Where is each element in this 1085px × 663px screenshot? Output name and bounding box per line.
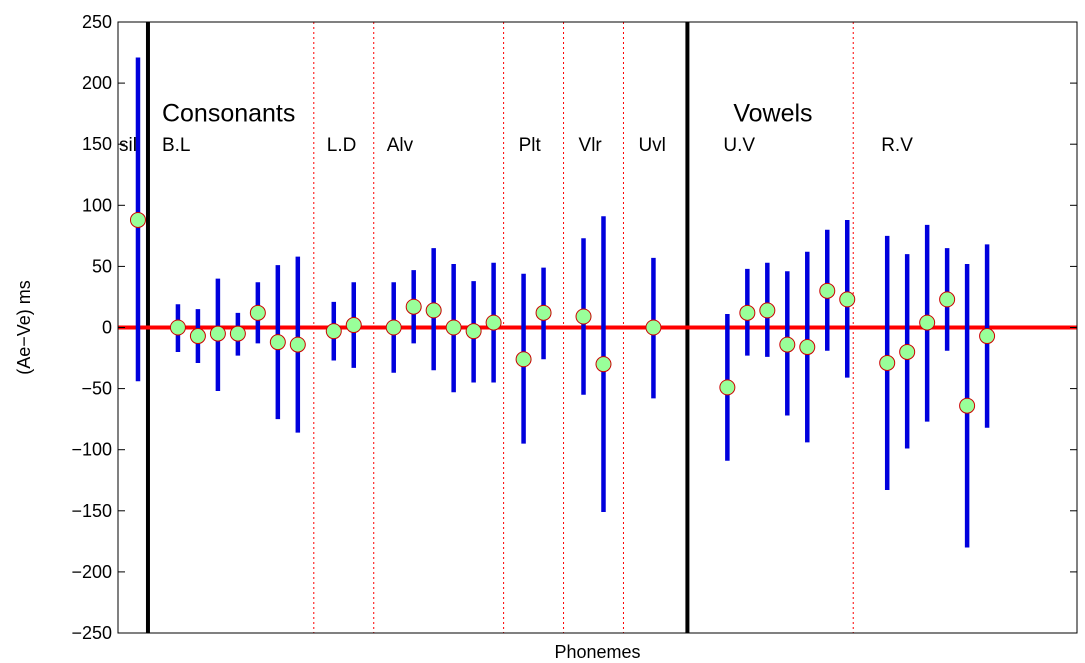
mean-marker — [289, 336, 306, 353]
group-label: R.V — [881, 135, 913, 156]
mean-marker — [719, 379, 736, 396]
mean-marker — [739, 304, 756, 321]
mean-marker — [515, 351, 532, 368]
mean-marker — [485, 314, 502, 331]
mean-marker — [169, 319, 186, 336]
mean-marker — [445, 319, 462, 336]
mean-marker — [345, 317, 362, 334]
mean-marker — [425, 302, 442, 319]
group-label: L.D — [327, 135, 357, 156]
mean-marker — [799, 339, 816, 356]
mean-marker — [189, 328, 206, 345]
mean-marker — [465, 323, 482, 340]
mean-marker — [595, 356, 612, 373]
mean-marker — [939, 291, 956, 308]
y-tick-label: −150 — [71, 501, 112, 521]
mean-marker — [645, 319, 662, 336]
mean-marker — [249, 304, 266, 321]
mean-marker — [979, 328, 996, 345]
mean-marker — [129, 211, 146, 228]
y-tick-label: 0 — [102, 318, 112, 338]
y-tick-label: 200 — [82, 73, 112, 93]
group-label: U.V — [723, 135, 755, 156]
mean-marker — [819, 282, 836, 299]
section-label: Consonants — [162, 99, 295, 127]
mean-marker — [209, 325, 226, 342]
mean-marker — [405, 298, 422, 315]
mean-marker — [899, 343, 916, 360]
y-tick-label: 150 — [82, 134, 112, 154]
mean-marker — [325, 323, 342, 340]
mean-marker — [759, 302, 776, 319]
mean-marker — [839, 291, 856, 308]
group-label: B.L — [162, 135, 191, 156]
y-tick-label: −50 — [81, 379, 112, 399]
y-tick-label: −100 — [71, 440, 112, 460]
y-tick-label: −250 — [71, 623, 112, 643]
mean-marker — [879, 354, 896, 371]
group-label: Plt — [519, 135, 542, 156]
group-label: Alv — [387, 135, 414, 156]
group-label: sil — [119, 135, 137, 156]
section-label: Vowels — [733, 99, 812, 127]
y-tick-label: 50 — [92, 256, 112, 276]
mean-marker — [535, 304, 552, 321]
mean-marker — [269, 334, 286, 351]
mean-marker — [229, 325, 246, 342]
mean-marker — [779, 336, 796, 353]
mean-marker — [385, 319, 402, 336]
y-tick-label: 100 — [82, 195, 112, 215]
mean-marker — [959, 397, 976, 414]
group-label: Vlr — [579, 135, 603, 156]
x-axis-label: Phonemes — [554, 642, 640, 662]
y-tick-label: −200 — [71, 562, 112, 582]
group-label: Uvl — [638, 135, 665, 156]
mean-marker — [919, 314, 936, 331]
y-tick-label: 250 — [82, 12, 112, 32]
mean-marker — [575, 308, 592, 325]
y-axis-label: (Ae−Ve) ms — [14, 280, 34, 375]
